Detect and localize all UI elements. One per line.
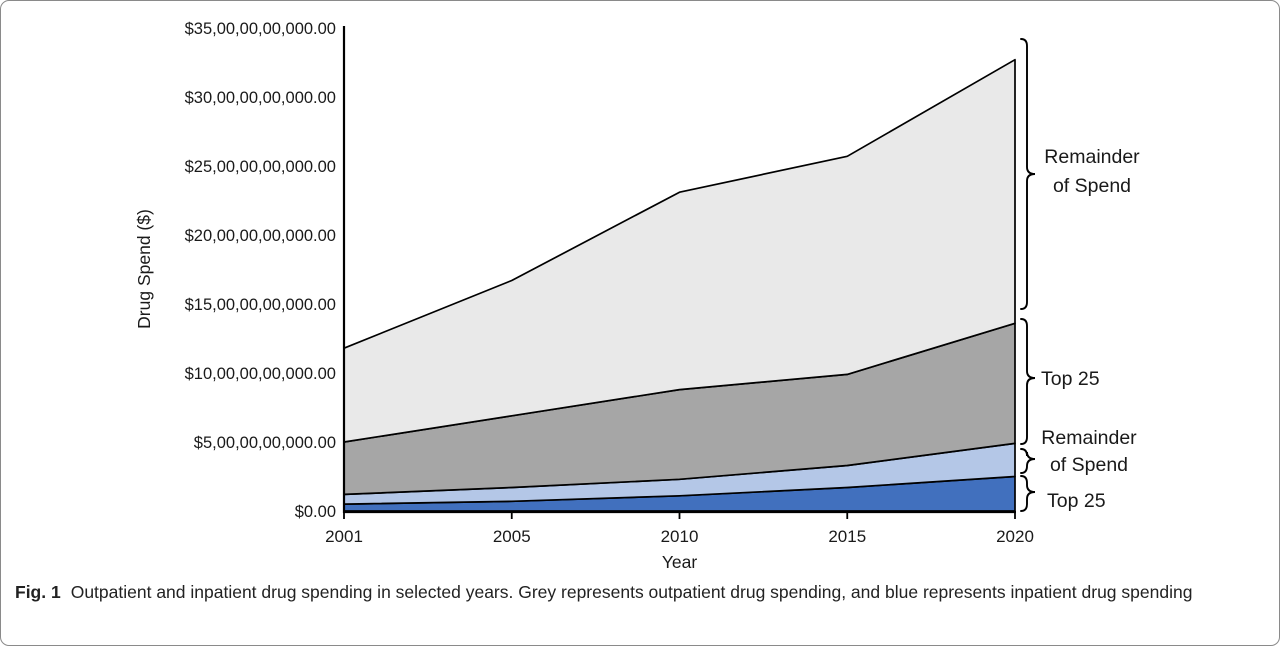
x-tick-label: 2005 xyxy=(493,527,531,546)
x-tick-label: 2015 xyxy=(828,527,866,546)
y-tick-label: $15,00,00,00,000.00 xyxy=(185,296,336,314)
bracket-label-outpatient-remainder: of Spend xyxy=(1053,175,1131,197)
y-tick-label: $25,00,00,00,000.00 xyxy=(185,158,336,176)
figure-caption-text: Outpatient and inpatient drug spending i… xyxy=(70,582,1193,602)
stacked-area-chart: $35,00,00,00,000.00 $30,00,00,00,000.00 $2… xyxy=(134,20,1140,572)
y-tick-label: $35,00,00,00,000.00 xyxy=(185,20,336,38)
y-tick-label: $10,00,00,00,000.00 xyxy=(185,365,336,383)
bracket-label-inpatient-remainder: of Spend xyxy=(1050,454,1128,476)
bracket-inpatient-top25 xyxy=(1020,475,1036,512)
figure-caption: Fig. 1 Outpatient and inpatient drug spen… xyxy=(15,579,1240,605)
x-tick-label: 2010 xyxy=(661,527,699,546)
y-tick-label: $0.00 xyxy=(295,503,336,521)
x-tick-label: 2001 xyxy=(325,527,363,546)
y-tick-label: $20,00,00,00,000.00 xyxy=(185,227,336,245)
y-tick-label: $5,00,00,00,000.00 xyxy=(194,434,336,452)
x-tick-label: 2020 xyxy=(996,527,1034,546)
bracket-label-outpatient-remainder: Remainder xyxy=(1044,146,1140,168)
bracket-outpatient-remainder xyxy=(1020,38,1036,310)
y-axis-title: Drug Spend ($) xyxy=(134,209,154,329)
area-band-outpatient-remainder-of-spend xyxy=(343,58,1016,443)
bracket-label-inpatient-top25: Top 25 xyxy=(1047,490,1106,512)
bracket-label-inpatient-remainder: Remainder xyxy=(1041,427,1137,449)
figure-caption-label: Fig. 1 xyxy=(15,582,61,602)
y-tick-label: $30,00,00,00,000.00 xyxy=(185,89,336,107)
x-axis-title: Year xyxy=(662,552,698,572)
bracket-outpatient-top25 xyxy=(1020,318,1036,445)
bracket-label-outpatient-top25: Top 25 xyxy=(1041,368,1100,390)
bracket-inpatient-remainder xyxy=(1020,448,1036,474)
